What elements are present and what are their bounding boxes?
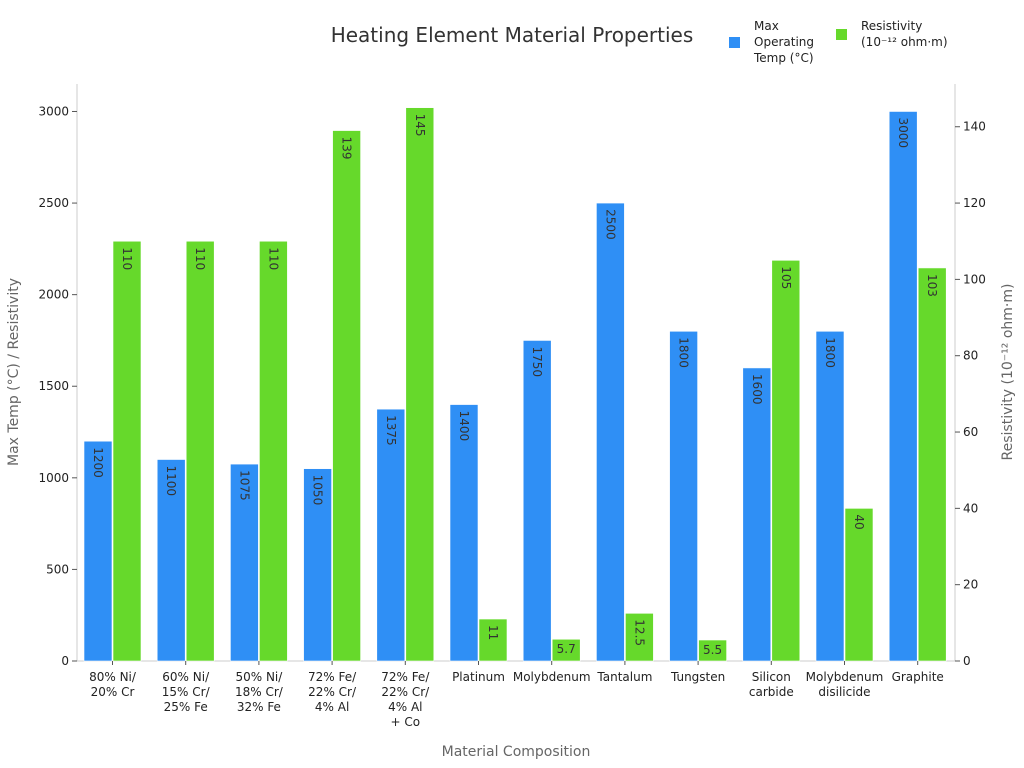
- axes: 0 500 1000 1500 2000 2500 3000 0 20 40 60 80 100 120 1…: [38, 84, 986, 668]
- x-tick-label: Molybdenum: [513, 670, 591, 684]
- x-tick-label: 60% Ni/15% Cr/25% Fe: [162, 670, 211, 714]
- y-tick-label: 1000: [38, 471, 69, 485]
- y-tick-label: 3000: [38, 104, 69, 118]
- x-axis-title: Material Composition: [442, 744, 591, 760]
- bar-value-label: 40: [852, 514, 866, 529]
- legend-swatch: [729, 37, 740, 48]
- y2-tick-label: 0: [963, 654, 971, 668]
- y2-tick-label: 40: [963, 501, 978, 515]
- y2-tick-label: 120: [963, 196, 986, 210]
- x-tick-label: Tantalum: [596, 670, 652, 684]
- resistivity-bar: [405, 107, 435, 662]
- temp-bar: [230, 463, 259, 662]
- x-tick-label: 72% Fe/22% Cr/4% Al + Co: [381, 670, 430, 729]
- bars: [83, 107, 947, 662]
- x-tick-label: Molybdenum disilicide: [806, 670, 884, 699]
- bar-value-label: 105: [779, 266, 793, 289]
- y2-tick-label: 60: [963, 425, 978, 439]
- bar-value-label: 5.7: [557, 642, 576, 656]
- y2-tick-label: 80: [963, 349, 978, 363]
- bar-value-label: 5.5: [703, 643, 722, 657]
- bar-value-label: 1200: [91, 447, 105, 478]
- bar-value-label: 110: [266, 247, 280, 270]
- temp-bar: [449, 404, 479, 662]
- bar-value-label: 1800: [677, 337, 691, 368]
- bar-value-label: 12.5: [632, 619, 646, 646]
- bar-value-label: 1600: [750, 374, 764, 405]
- resistivity-bar: [771, 260, 801, 662]
- bar-value-label: 139: [340, 137, 354, 160]
- resistivity-bar: [478, 618, 508, 662]
- bar-value-label: 145: [413, 114, 427, 137]
- resistivity-bar: [844, 508, 874, 662]
- y-tick-label: 2500: [38, 196, 69, 210]
- y2-tick-label: 20: [963, 578, 978, 592]
- resistivity-bar: [112, 240, 142, 662]
- resistivity-bar: [185, 240, 215, 662]
- bar-value-label: 1800: [823, 337, 837, 368]
- resistivity-bar: [917, 267, 947, 662]
- y-tick-label: 500: [46, 562, 69, 576]
- temp-bar: [669, 330, 698, 662]
- bar-value-label: 110: [193, 247, 207, 270]
- bar-value-label: 1050: [311, 475, 325, 506]
- legend: Max Operating Temp (°C) Resistivity (10⁻¹² o…: [729, 19, 948, 65]
- y-tick-label: 2000: [38, 288, 69, 302]
- y2-tick-label: 100: [963, 272, 986, 286]
- y-tick-label: 0: [61, 654, 69, 668]
- resistivity-bar: [259, 240, 288, 662]
- category-labels: 80% Ni/20% Cr 60% Ni/15% Cr/25% Fe 50% Ni/…: [89, 661, 944, 729]
- resistivity-bar: [332, 130, 361, 662]
- resistivity-bar: [551, 638, 581, 662]
- legend-label: Resistivity (10⁻¹² ohm·m): [861, 19, 948, 49]
- temp-bar: [303, 468, 332, 662]
- temp-bar: [156, 459, 186, 662]
- bar-value-label: 103: [925, 274, 939, 297]
- x-tick-label: Tungsten: [670, 670, 725, 684]
- temp-bar: [888, 111, 918, 662]
- bar-value-label: 3000: [896, 117, 910, 148]
- temp-bar: [815, 330, 845, 662]
- temp-bar: [522, 340, 552, 662]
- chart-title: Heating Element Material Properties: [331, 23, 694, 47]
- bar-value-label: 110: [120, 247, 134, 270]
- bar-value-label: 1100: [164, 466, 178, 497]
- x-tick-label: 80% Ni/20% Cr: [89, 670, 137, 699]
- x-tick-label: Graphite: [892, 670, 944, 684]
- x-tick-label: Platinum: [452, 670, 505, 684]
- x-tick-label: 50% Ni/18% Cr/32% Fe: [235, 670, 284, 714]
- y2-tick-label: 140: [963, 120, 986, 134]
- x-tick-label: 72% Fe/22% Cr/4% Al: [308, 670, 357, 714]
- bar-value-label: 1075: [237, 470, 251, 501]
- legend-swatch: [836, 29, 847, 40]
- y-axis-title: Max Temp (°C) / Resistivity: [6, 278, 22, 466]
- temp-bar: [596, 202, 625, 662]
- bar-value-label: 2500: [603, 209, 617, 240]
- resistivity-bar: [625, 612, 654, 662]
- bar-value-label: 1750: [530, 346, 544, 377]
- value-labels: 1200 1100 1075 1050 1375 1400 1750 2500 1800 1600…: [91, 114, 939, 657]
- bar-value-label: 1375: [384, 415, 398, 446]
- resistivity-bar: [698, 639, 727, 662]
- temp-bar: [83, 440, 113, 662]
- bar-value-label: 11: [486, 625, 500, 640]
- y-tick-label: 1500: [38, 379, 69, 393]
- y2-axis-title: Resistivity (10⁻¹² ohm·m): [1000, 284, 1016, 461]
- legend-label: Max Operating Temp (°C): [753, 19, 814, 65]
- temp-bar: [376, 408, 406, 662]
- temp-bar: [742, 367, 772, 662]
- bar-value-label: 1400: [457, 411, 471, 442]
- x-tick-label: Silicon carbide: [749, 670, 794, 699]
